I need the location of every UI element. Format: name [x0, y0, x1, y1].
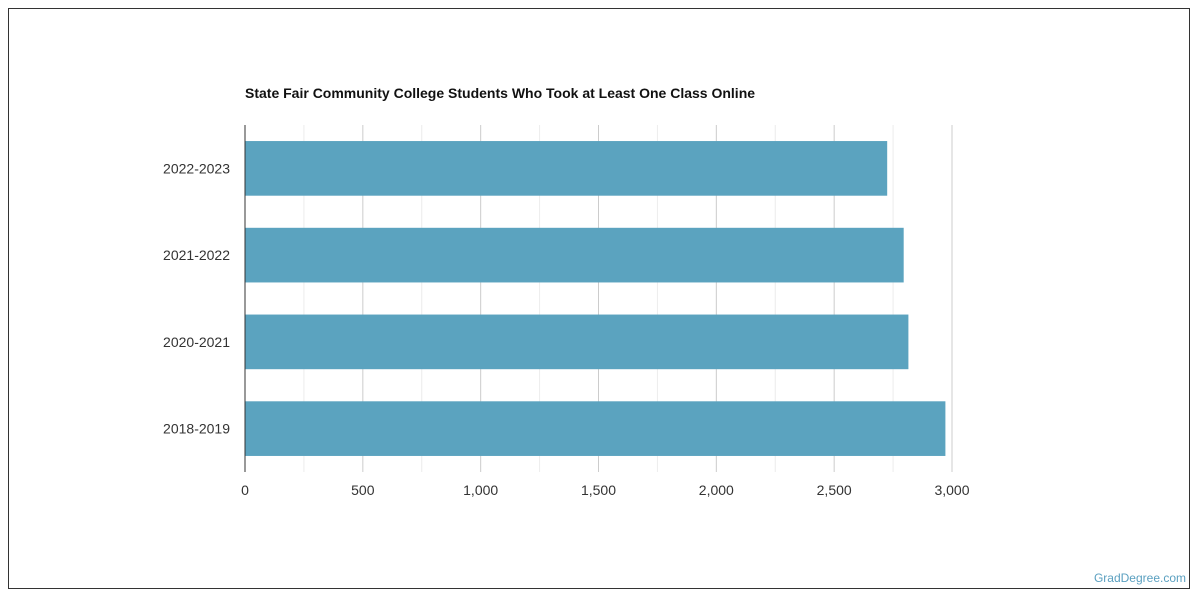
- x-tick-label: 1,000: [463, 482, 498, 498]
- bar-2022-2023[interactable]: [245, 141, 888, 196]
- y-tick-label: 2020-2021: [163, 334, 230, 350]
- x-tick-label: 2,000: [699, 482, 734, 498]
- watermark-link[interactable]: GradDegree.com: [1093, 571, 1186, 585]
- x-tick-label: 500: [351, 482, 375, 498]
- y-tick-label: 2021-2022: [163, 247, 230, 263]
- x-tick-label: 0: [241, 482, 249, 498]
- x-tick-label: 2,500: [817, 482, 852, 498]
- bar-2018-2019[interactable]: [245, 401, 946, 456]
- chart-title: State Fair Community College Students Wh…: [245, 85, 756, 101]
- x-tick-label: 1,500: [581, 482, 616, 498]
- bar-2020-2021[interactable]: [245, 314, 909, 370]
- x-tick-label: 3,000: [934, 482, 969, 498]
- bar-2021-2022[interactable]: [245, 227, 904, 283]
- y-tick-label: 2018-2019: [163, 421, 230, 437]
- y-tick-label: 2022-2023: [163, 160, 230, 176]
